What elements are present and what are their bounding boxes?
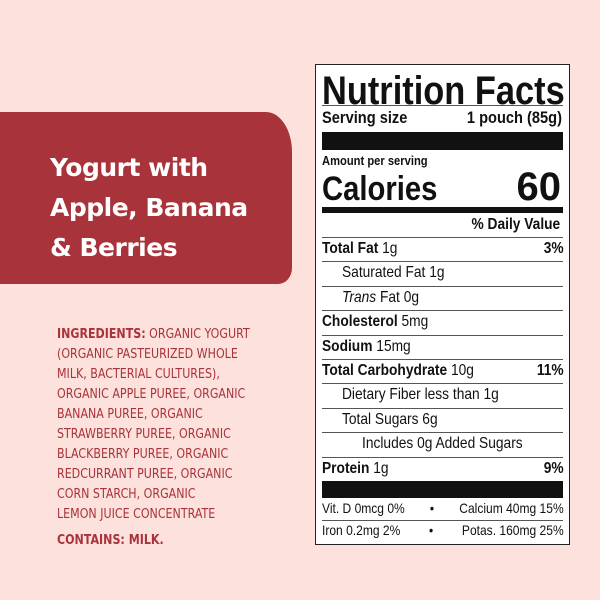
nutrient-name: Protein [322, 459, 370, 477]
ingredients-line: ORGANIC YOGURT [145, 326, 250, 342]
nutrient-row: Total Carbohydrate 10g 11% [322, 362, 564, 380]
ingredients-line: BLACKBERRY PUREE, ORGANIC [57, 446, 229, 462]
divider [322, 456, 563, 458]
title-line: Apple, Banana [50, 193, 248, 222]
thick-divider [322, 481, 563, 498]
nutrient-amount: 1g [382, 240, 398, 257]
ingredients-line: (ORGANIC PASTEURIZED WHOLE [57, 346, 238, 362]
ingredients-line: ORGANIC APPLE PUREE, ORGANIC [57, 386, 246, 402]
serving-size: Serving size 1 pouch (85g) [322, 108, 562, 128]
potassium: Potas. 160mg 25% [461, 522, 564, 538]
nutrient-amount: 1g [373, 459, 389, 477]
amount-per-serving: Amount per serving [322, 153, 529, 168]
divider [322, 407, 563, 409]
vitamin-d: Vit. D 0mcg 0% [322, 500, 405, 516]
divider [322, 432, 563, 434]
bullet: • [429, 500, 435, 516]
title-line: Yogurt with [50, 153, 208, 182]
divider [322, 285, 563, 287]
nutrition-facts-label: Nutrition Facts Serving size 1 pouch (85g… [315, 64, 570, 545]
title-line: & Berries [50, 233, 178, 262]
nutrient-name: Cholesterol [322, 313, 398, 331]
serving-label: Serving size [322, 108, 408, 127]
nutrient-name: Sodium [322, 337, 373, 355]
divider [322, 334, 563, 336]
calories-value: 60 [516, 165, 562, 209]
calcium: Calcium 40mg 15% [459, 500, 564, 516]
thick-divider [322, 132, 563, 150]
ingredients-line: REDCURRANT PUREE, ORGANIC [57, 466, 233, 482]
ingredients: INGREDIENTS: ORGANIC YOGURT (ORGANIC PAS… [57, 324, 250, 550]
calories-row: Calories 60 [322, 165, 561, 210]
nutrient-row: Cholesterol 5mg [322, 313, 564, 331]
divider [322, 310, 563, 312]
nutrient-name: Total Fat [322, 240, 379, 257]
ingredients-line: STRAWBERRY PUREE, ORGANIC [57, 426, 231, 442]
nutrient-row: Includes 0g Added Sugars [362, 435, 569, 453]
serving-value: 1 pouch (85g) [466, 108, 562, 127]
nutrient-row: Saturated Fat 1g [342, 264, 566, 282]
medium-divider [322, 207, 563, 213]
dv-header: % Daily Value [322, 216, 560, 234]
nutrient-name: Dietary Fiber less than 1g [342, 386, 499, 404]
divider [322, 383, 563, 385]
nutrient-row: Total Sugars 6g [342, 411, 566, 429]
nutrient-row: Dietary Fiber less than 1g [342, 386, 566, 404]
ingredients-line: CORN STARCH, ORGANIC [57, 486, 196, 502]
nutrient-name: Includes 0g Added Sugars [362, 435, 523, 453]
divider [322, 237, 563, 238]
nutrient-name: Saturated Fat 1g [342, 264, 445, 282]
nutrient-amount: Fat 0g [379, 288, 419, 306]
bullet: • [429, 522, 434, 538]
calories-label: Calories [322, 170, 438, 208]
nutrient-dv: 9% [543, 459, 564, 477]
ingredients-line: MILK, BACTERIAL CULTURES), [57, 366, 220, 382]
allergen-statement: CONTAINS: MILK. [57, 532, 164, 548]
ingredients-line: LEMON JUICE CONCENTRATE [57, 506, 216, 522]
nutrient-row: Total Fat 1g 3% [322, 240, 564, 258]
nutrient-dv: 3% [543, 240, 564, 257]
nutrient-row: Sodium 15mg [322, 338, 564, 356]
amount-label: Amount per serving [322, 153, 428, 168]
iron: Iron 0.2mg 2% [322, 522, 401, 538]
nutrient-amount: 10g [450, 362, 474, 379]
nutrient-name: Total Sugars 6g [342, 410, 438, 428]
title-banner [0, 112, 292, 284]
nutrient-row: Trans Fat 0g [342, 289, 566, 307]
nutrient-name: Total Carbohydrate [322, 362, 448, 379]
ingredients-label: INGREDIENTS: [57, 326, 146, 342]
micro-row: Vit. D 0mcg 0% • Calcium 40mg 15% [322, 500, 564, 516]
nutrient-row: Protein 1g 9% [322, 460, 564, 478]
micro-row: Iron 0.2mg 2% • Potas. 160mg 25% [322, 522, 564, 538]
nutrient-dv: 11% [536, 362, 564, 379]
ingredients-line: BANANA PUREE, ORGANIC [57, 406, 203, 422]
dv-header-text: % Daily Value [471, 216, 561, 233]
nutrient-amount: 5mg [401, 313, 429, 331]
divider [322, 359, 563, 360]
nutrient-name: Trans [342, 288, 377, 306]
nutrient-amount: 15mg [376, 337, 411, 355]
divider [322, 261, 563, 263]
product-title: Yogurt with Apple, Banana & Berries [50, 148, 248, 268]
